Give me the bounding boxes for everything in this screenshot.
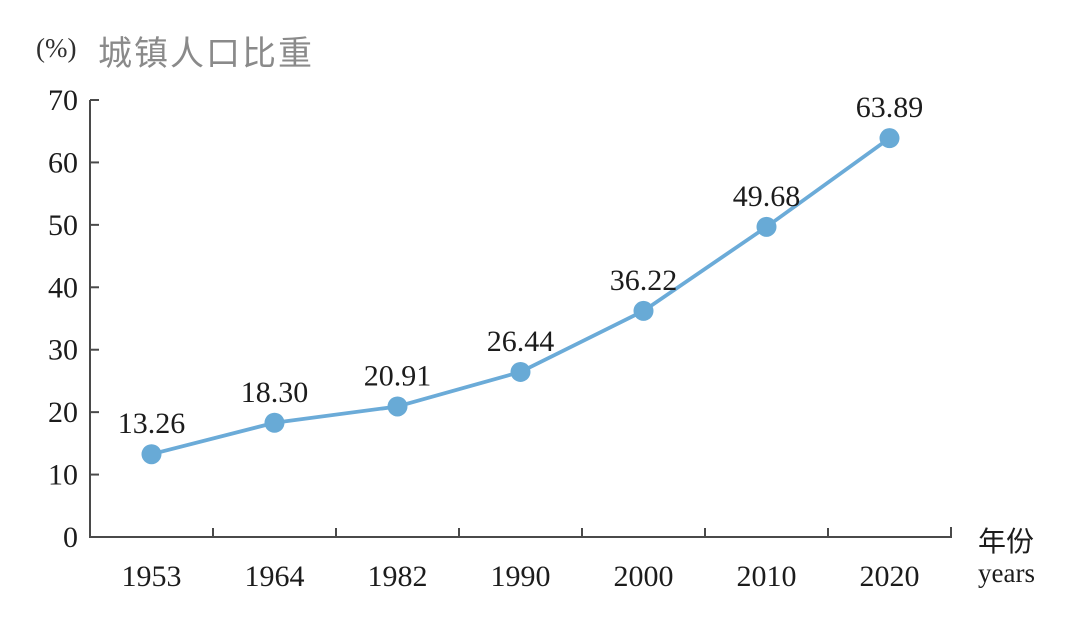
point-value-label: 20.91 — [364, 359, 432, 392]
data-point — [756, 216, 777, 237]
point-value-label: 36.22 — [610, 264, 678, 297]
y-axis-unit-label: (%) — [36, 33, 77, 63]
x-axis-unit-cjk: 年份 — [978, 527, 1035, 558]
chart-title: 城镇人口比重 — [98, 35, 314, 73]
y-tick-label: 50 — [48, 209, 78, 242]
y-tick-label: 10 — [48, 459, 78, 492]
x-tick-label: 1982 — [368, 560, 428, 593]
data-point — [633, 300, 654, 321]
y-tick-label: 40 — [48, 271, 78, 304]
data-point — [387, 396, 408, 417]
data-point — [510, 361, 531, 382]
point-value-label: 13.26 — [118, 407, 186, 440]
point-value-label: 26.44 — [487, 325, 555, 358]
x-tick-label: 1953 — [122, 560, 182, 593]
data-point — [879, 128, 900, 149]
point-value-label: 49.68 — [733, 180, 801, 213]
point-value-label: 18.30 — [241, 376, 309, 409]
x-axis-unit-latin: years — [978, 558, 1035, 588]
y-tick-label: 60 — [48, 146, 78, 179]
data-point — [141, 444, 162, 465]
y-tick-label: 20 — [48, 396, 78, 429]
point-value-label: 63.89 — [856, 91, 924, 124]
x-tick-label: 2000 — [614, 560, 674, 593]
x-tick-label: 1990 — [491, 560, 551, 593]
x-tick-label: 1964 — [245, 560, 305, 593]
data-point — [264, 412, 285, 433]
x-tick-label: 2020 — [860, 560, 920, 593]
x-axis-unit-label: 年份 years — [978, 527, 1035, 589]
y-tick-label: 0 — [63, 521, 78, 554]
y-tick-label: 70 — [48, 84, 78, 117]
x-tick-label: 2010 — [737, 560, 797, 593]
y-tick-label: 30 — [48, 334, 78, 367]
